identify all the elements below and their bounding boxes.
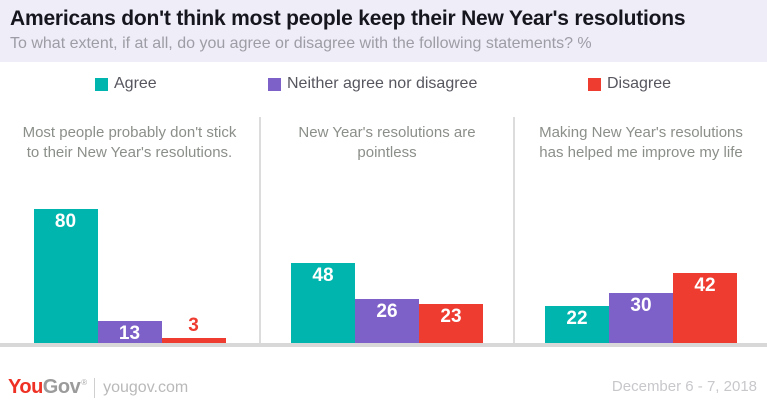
logo-divider <box>94 377 96 398</box>
legend-item-disagree: Disagree <box>588 75 671 93</box>
legend-label: Disagree <box>607 75 672 92</box>
bar-group: 48 26 23 <box>261 263 513 343</box>
bar-value-label: 13 <box>118 323 141 344</box>
chart-header: Americans don't think most people keep t… <box>0 0 767 62</box>
panel-question: New Year's resolutions are pointless <box>298 124 476 161</box>
bar-group: 22 30 42 <box>515 273 767 343</box>
legend-swatch-icon <box>588 77 601 91</box>
legend-item-neither-agree-nor-disagree: Neither agree nor disagree <box>268 75 477 93</box>
panel-row: Most people probably don't stick to thei… <box>0 117 767 343</box>
bar-value-label: 48 <box>312 265 334 286</box>
bar-agree: 80 <box>33 209 98 343</box>
chart-footer: You Gov ® yougov.com December 6 - 7, 2018 <box>0 347 767 407</box>
panel-question: Most people probably don't stick to thei… <box>22 124 237 161</box>
bar-value-label: 22 <box>566 308 588 329</box>
bar-value-label: 30 <box>630 295 652 316</box>
bar-neither-agree-nor-disagree: 26 <box>355 299 419 343</box>
bar-neither-agree-nor-disagree: 30 <box>609 293 673 343</box>
registered-mark-icon: ® <box>81 378 88 387</box>
bar-group: 80 13 3 <box>0 209 259 343</box>
bar-value-label: 23 <box>440 306 462 327</box>
yougov-logo: You Gov ® yougov.com <box>8 376 188 399</box>
bar-value-label: 3 <box>188 315 199 336</box>
bar-agree: 22 <box>545 306 609 343</box>
chart-subtitle: To what extent, if at all, do you agree … <box>10 35 592 52</box>
bar-disagree: 42 <box>673 273 737 343</box>
bar-disagree: 23 <box>419 304 483 343</box>
legend-item-agree: Agree <box>95 75 157 93</box>
panel-question: Making New Year's resolutions has helped… <box>539 124 743 161</box>
chart-title: Americans don't think most people keep t… <box>10 7 686 30</box>
axis-baseline <box>0 343 767 347</box>
legend-swatch-icon <box>95 77 108 91</box>
bar-neither-agree-nor-disagree: 13 <box>97 321 162 344</box>
panel-improve-life: Making New Year's resolutions has helped… <box>515 117 767 343</box>
legend-swatch-icon <box>268 77 281 91</box>
logo-site-url: yougov.com <box>103 378 189 396</box>
panel-most-people: Most people probably don't stick to thei… <box>0 117 261 343</box>
bar-agree: 48 <box>291 263 355 343</box>
bar-value-label: 80 <box>54 211 77 232</box>
logo-gov-text: Gov <box>42 376 81 398</box>
fieldwork-date: December 6 - 7, 2018 <box>611 378 757 395</box>
legend-label: Neither agree nor disagree <box>287 75 478 92</box>
chart-legend: Agree Neither agree nor disagree Disagree <box>0 62 767 115</box>
bar-value-label: 26 <box>376 301 398 322</box>
panel-pointless: New Year's resolutions are pointless 48 2… <box>261 117 515 343</box>
logo-you-text: You <box>8 376 43 398</box>
bar-disagree: 3 <box>161 316 226 343</box>
bar-value-label: 42 <box>694 275 716 296</box>
legend-label: Agree <box>114 75 157 92</box>
